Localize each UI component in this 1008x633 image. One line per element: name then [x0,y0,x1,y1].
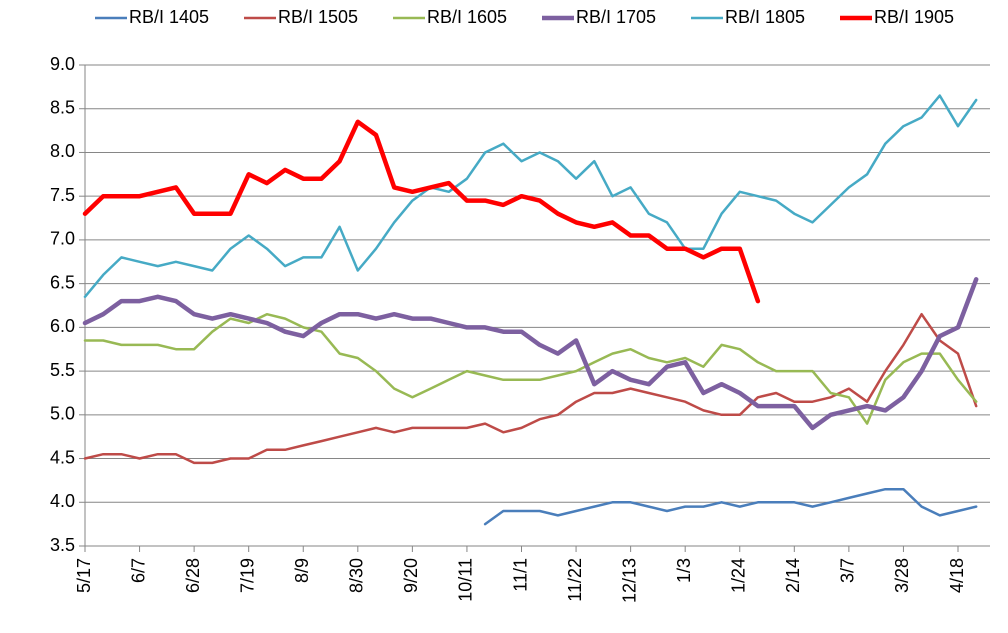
legend-label: RB/I 1805 [725,7,805,27]
y-tick-label: 7.5 [50,185,75,205]
x-tick-label: 11/22 [565,558,585,602]
y-tick-label: 5.0 [50,404,75,424]
legend-label: RB/I 1605 [427,7,507,27]
x-tick-label: 9/20 [401,558,421,593]
x-tick-label: 6/7 [128,558,148,583]
series-line [83,312,978,465]
y-tick-label: 7.0 [50,229,75,249]
y-tick-label: 4.5 [50,447,75,467]
x-tick-label: 11/1 [510,558,530,592]
y-tick-label: 6.0 [50,316,75,336]
x-tick-label: 6/28 [183,558,203,593]
y-tick-label: 4.0 [50,491,75,511]
x-tick-label: 3/7 [838,558,858,583]
series-line [82,119,761,304]
y-tick-label: 8.5 [50,97,75,117]
x-tick-label: 12/13 [619,558,639,603]
legend-label: RB/I 1405 [129,7,209,27]
x-tick-label: 1/24 [729,558,749,593]
series-line [82,277,979,431]
series-line [483,487,978,526]
x-tick-label: 1/3 [674,558,694,583]
y-tick-label: 9.0 [50,54,75,74]
x-tick-label: 4/18 [947,558,967,593]
y-tick-label: 6.5 [50,272,75,292]
legend-label: RB/I 1905 [874,7,954,27]
legend-label: RB/I 1705 [576,7,656,27]
y-tick-label: 3.5 [50,535,75,555]
x-tick-label: 8/9 [292,558,312,583]
x-tick-label: 3/28 [892,558,912,593]
y-tick-label: 5.5 [50,360,75,380]
x-tick-label: 2/14 [783,558,803,593]
series-line [83,94,978,299]
x-tick-label: 7/19 [237,558,257,593]
legend-label: RB/I 1505 [278,7,358,27]
y-tick-label: 8.0 [50,141,75,161]
x-tick-label: 5/17 [74,558,94,593]
x-tick-label: 8/30 [347,558,367,593]
x-tick-label: 10/11 [456,558,476,602]
series-line [83,312,978,425]
